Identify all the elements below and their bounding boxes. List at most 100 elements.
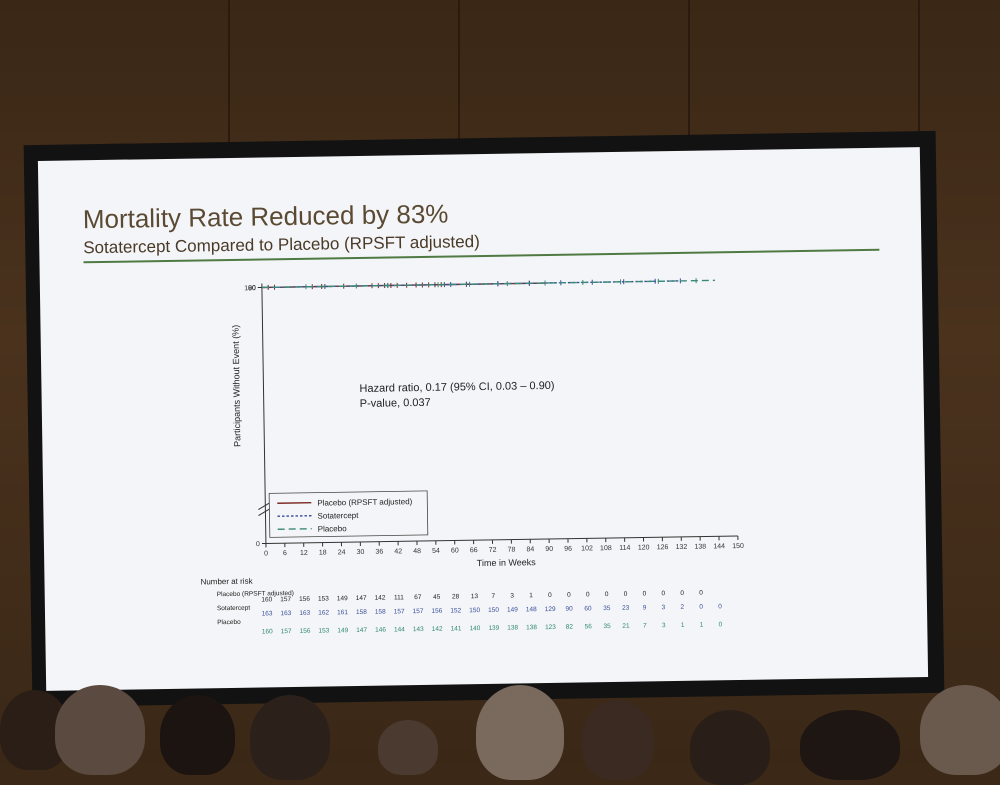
y-axis-title: Participants Without Event (%) bbox=[230, 325, 242, 447]
risk-value: 143 bbox=[413, 626, 424, 633]
risk-value: 129 bbox=[545, 606, 556, 613]
risk-value: 2 bbox=[680, 604, 684, 611]
x-tick-label: 138 bbox=[694, 544, 706, 551]
number-at-risk-header: Number at risk bbox=[200, 577, 253, 587]
x-tick-label: 60 bbox=[451, 547, 459, 554]
x-tick-label: 30 bbox=[357, 549, 365, 556]
risk-value: 0 bbox=[586, 591, 590, 598]
risk-value: 140 bbox=[469, 625, 480, 632]
audience-head bbox=[800, 710, 900, 780]
risk-value: 163 bbox=[262, 610, 273, 617]
risk-value: 0 bbox=[605, 591, 609, 598]
audience-head bbox=[582, 700, 654, 780]
risk-value: 1 bbox=[529, 592, 533, 599]
risk-value: 138 bbox=[526, 624, 537, 631]
x-tick-label: 114 bbox=[619, 545, 630, 552]
risk-value: 90 bbox=[565, 606, 573, 613]
risk-value: 153 bbox=[318, 595, 329, 602]
risk-value: 0 bbox=[567, 592, 571, 599]
x-tick-label: 96 bbox=[564, 546, 572, 553]
risk-value: 138 bbox=[507, 624, 518, 631]
risk-value: 160 bbox=[262, 628, 273, 635]
audience-heads bbox=[0, 670, 1000, 750]
risk-value: 152 bbox=[450, 607, 461, 614]
risk-row-label: Placebo bbox=[217, 619, 241, 626]
risk-value: 13 bbox=[471, 593, 479, 600]
chart-annotation: Hazard ratio, 0.17 (95% CI, 0.03 – 0.90) bbox=[359, 380, 554, 395]
risk-value: 0 bbox=[643, 590, 647, 597]
risk-value: 142 bbox=[432, 626, 443, 633]
risk-value: 157 bbox=[280, 596, 291, 603]
x-tick-label: 24 bbox=[338, 549, 346, 556]
risk-value: 0 bbox=[699, 590, 703, 597]
risk-value: 150 bbox=[488, 607, 499, 614]
risk-row-label: Sotatercept bbox=[217, 605, 251, 613]
risk-value: 82 bbox=[566, 624, 574, 631]
risk-value: 0 bbox=[680, 590, 684, 597]
audience-head bbox=[476, 685, 564, 780]
risk-value: 60 bbox=[584, 605, 592, 612]
risk-value: 147 bbox=[356, 595, 367, 602]
x-tick-label: 132 bbox=[676, 544, 688, 551]
risk-value: 111 bbox=[394, 594, 404, 601]
wall-seam bbox=[228, 0, 230, 165]
risk-value: 157 bbox=[281, 628, 292, 635]
legend-swatch bbox=[278, 529, 312, 530]
x-tick-label: 0 bbox=[264, 550, 268, 557]
risk-value: 1 bbox=[700, 622, 704, 629]
x-tick-label: 144 bbox=[713, 543, 725, 550]
audience-head bbox=[378, 720, 438, 775]
risk-value: 163 bbox=[280, 610, 291, 617]
risk-value: 156 bbox=[431, 608, 442, 615]
risk-value: 3 bbox=[662, 604, 666, 611]
risk-value: 156 bbox=[300, 628, 311, 635]
x-tick-label: 108 bbox=[600, 545, 612, 552]
risk-value: 158 bbox=[375, 609, 386, 616]
risk-value: 149 bbox=[337, 595, 348, 602]
x-tick-label: 18 bbox=[319, 549, 327, 556]
x-tick-label: 90 bbox=[545, 546, 553, 553]
x-tick-label: 36 bbox=[375, 549, 383, 556]
risk-value: 157 bbox=[413, 608, 424, 615]
risk-value: 0 bbox=[699, 604, 703, 611]
risk-value: 147 bbox=[356, 627, 367, 634]
x-tick-label: 48 bbox=[413, 548, 421, 555]
series-line bbox=[262, 280, 715, 287]
risk-value: 28 bbox=[452, 593, 460, 600]
audience-head bbox=[160, 695, 235, 775]
risk-value: 139 bbox=[488, 625, 499, 632]
x-axis bbox=[266, 536, 738, 543]
x-tick-label: 102 bbox=[581, 545, 593, 552]
risk-value: 163 bbox=[299, 610, 310, 617]
risk-value: 7 bbox=[491, 593, 495, 600]
risk-value: 0 bbox=[718, 603, 722, 610]
y-tick-label: 100 bbox=[244, 285, 256, 292]
risk-value: 161 bbox=[337, 609, 348, 616]
audience-head bbox=[55, 685, 145, 775]
x-tick-label: 12 bbox=[300, 550, 308, 557]
risk-value: 158 bbox=[356, 609, 367, 616]
x-tick-label: 42 bbox=[394, 548, 402, 555]
x-tick-label: 78 bbox=[508, 547, 516, 554]
risk-value: 153 bbox=[318, 627, 329, 634]
risk-value: 21 bbox=[622, 623, 630, 630]
risk-value: 149 bbox=[507, 606, 518, 613]
chart-annotation: P-value, 0.037 bbox=[360, 397, 431, 410]
legend-swatch bbox=[277, 503, 311, 504]
slide: Mortality Rate Reduced by 83% Sotatercep… bbox=[38, 147, 928, 691]
risk-value: 35 bbox=[603, 623, 611, 630]
risk-value: 141 bbox=[451, 625, 462, 632]
risk-value: 160 bbox=[261, 596, 272, 603]
x-tick-label: 120 bbox=[638, 544, 650, 551]
y-axis bbox=[262, 283, 266, 543]
legend-label: Placebo bbox=[318, 524, 348, 533]
risk-value: 35 bbox=[603, 605, 611, 612]
x-tick-label: 72 bbox=[489, 547, 497, 554]
risk-value: 56 bbox=[585, 623, 593, 630]
x-tick-label: 66 bbox=[470, 547, 478, 554]
risk-value: 23 bbox=[622, 605, 630, 612]
risk-value: 0 bbox=[548, 592, 552, 599]
x-tick-label: 150 bbox=[732, 543, 744, 550]
risk-value: 144 bbox=[394, 626, 405, 633]
risk-value: 123 bbox=[545, 624, 556, 631]
